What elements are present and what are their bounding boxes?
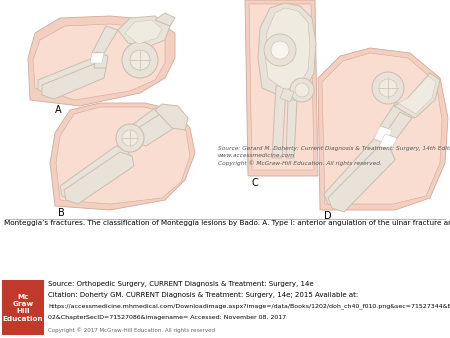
Polygon shape — [125, 20, 162, 44]
Circle shape — [122, 130, 138, 146]
Polygon shape — [132, 114, 174, 146]
Polygon shape — [50, 103, 195, 210]
Polygon shape — [272, 86, 286, 158]
Polygon shape — [28, 16, 175, 106]
Circle shape — [116, 124, 144, 152]
Polygon shape — [42, 64, 106, 99]
Polygon shape — [324, 139, 390, 208]
Circle shape — [122, 42, 158, 78]
Polygon shape — [398, 76, 436, 114]
Polygon shape — [380, 102, 408, 130]
Polygon shape — [90, 53, 104, 63]
Polygon shape — [245, 0, 318, 176]
FancyBboxPatch shape — [2, 280, 44, 335]
Text: A: A — [55, 105, 62, 115]
Text: https://accessmedicine.mhmedical.com/Downloadimage.aspx?image=/data/Books/1202/d: https://accessmedicine.mhmedical.com/Dow… — [48, 304, 450, 309]
Text: Copyright © 2017 McGraw-Hill Education. All rights reserved: Copyright © 2017 McGraw-Hill Education. … — [48, 327, 215, 333]
Polygon shape — [92, 26, 118, 53]
Polygon shape — [328, 146, 395, 212]
Text: Source: Orthopedic Surgery, CURRENT Diagnosis & Treatment: Surgery, 14e: Source: Orthopedic Surgery, CURRENT Diag… — [48, 281, 314, 287]
Circle shape — [379, 79, 397, 97]
Polygon shape — [33, 24, 165, 100]
Polygon shape — [374, 126, 392, 143]
Polygon shape — [155, 104, 188, 130]
Polygon shape — [265, 8, 310, 90]
Polygon shape — [94, 52, 108, 68]
Circle shape — [372, 72, 404, 104]
Circle shape — [264, 34, 296, 66]
Text: C: C — [252, 178, 259, 188]
Polygon shape — [56, 107, 190, 204]
Text: D: D — [324, 211, 332, 221]
Text: Source: Gerard M. Doherty: Current Diagnosis & Treatment: Surgery, 14th Edition
: Source: Gerard M. Doherty: Current Diagn… — [218, 146, 450, 166]
Polygon shape — [394, 73, 440, 118]
Polygon shape — [258, 3, 316, 98]
Polygon shape — [318, 48, 448, 210]
Polygon shape — [118, 16, 170, 48]
Text: 02&ChapterSecID=71527086&imagename= Accessed: November 08, 2017: 02&ChapterSecID=71527086&imagename= Acce… — [48, 315, 286, 320]
Polygon shape — [249, 4, 314, 170]
Circle shape — [295, 83, 309, 97]
Polygon shape — [322, 53, 442, 204]
Circle shape — [130, 50, 150, 70]
Polygon shape — [155, 13, 175, 26]
Text: Monteggia’s fractures. The classification of Monteggia lesions by Bado. A. Type : Monteggia’s fractures. The classificatio… — [4, 220, 450, 226]
Circle shape — [290, 78, 314, 102]
Polygon shape — [379, 134, 397, 150]
Circle shape — [271, 41, 289, 59]
Polygon shape — [286, 100, 297, 158]
Polygon shape — [64, 152, 134, 204]
Polygon shape — [38, 59, 102, 94]
Text: B: B — [58, 208, 65, 218]
Text: Citation: Doherty GM. CURRENT Diagnosis & Treatment: Surgery, 14e; 2015 Availabl: Citation: Doherty GM. CURRENT Diagnosis … — [48, 292, 358, 298]
Polygon shape — [280, 88, 294, 102]
Text: Mc
Graw
Hill
Education: Mc Graw Hill Education — [3, 294, 43, 322]
Polygon shape — [385, 112, 412, 138]
Polygon shape — [128, 108, 170, 142]
Polygon shape — [60, 146, 130, 200]
